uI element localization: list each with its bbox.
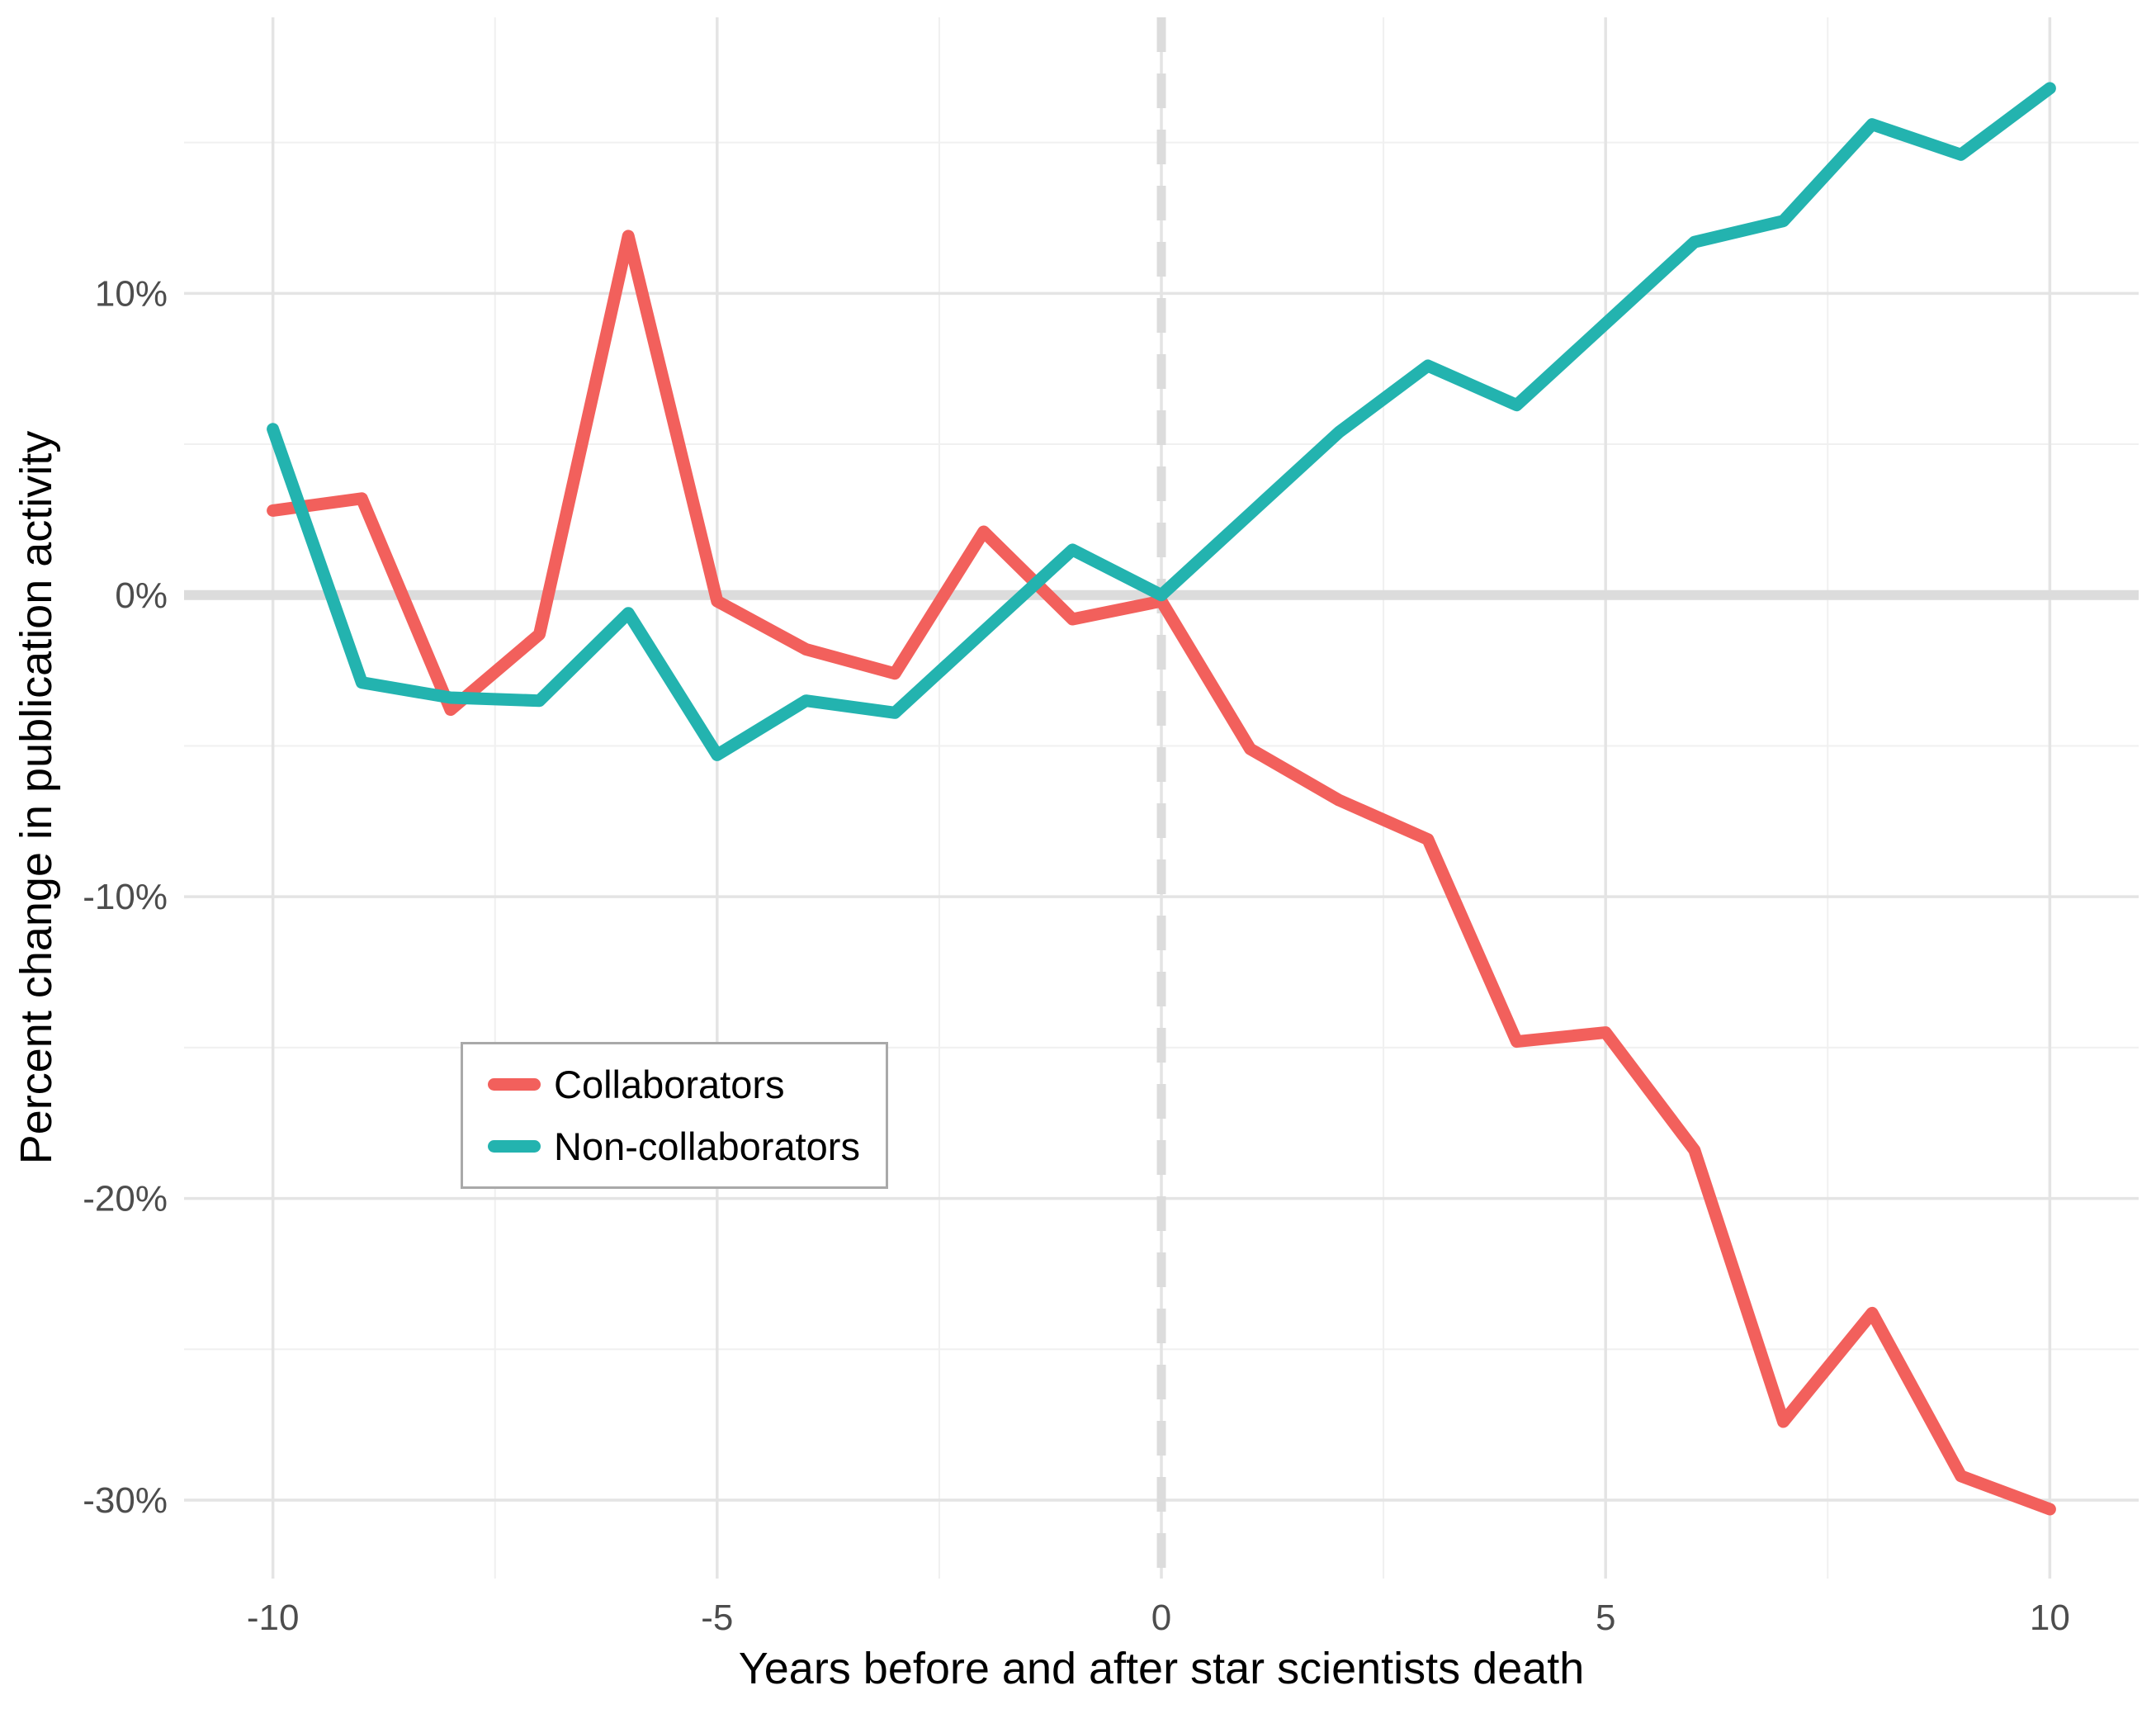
legend: Collaborators Non-collaborators [461, 1042, 888, 1189]
x-tick-label: 10 [2030, 1598, 2070, 1638]
x-tick-label: 0 [1151, 1598, 1171, 1638]
x-tick-label: -5 [701, 1598, 733, 1638]
legend-label-non-collaborators: Non-collaborators [554, 1124, 860, 1168]
y-tick-label: -20% [83, 1179, 168, 1219]
non-collaborators-line-swatch-icon [488, 1140, 541, 1153]
legend-item-collaborators: Collaborators [488, 1065, 886, 1104]
y-tick-label: -30% [83, 1480, 168, 1521]
y-tick-label: -10% [83, 877, 168, 917]
legend-item-non-collaborators: Non-collaborators [488, 1127, 886, 1166]
x-axis-title: Years before and after star scientists d… [738, 1644, 1585, 1693]
collaborators-line-swatch-icon [488, 1078, 541, 1091]
y-tick-label: 0% [115, 575, 168, 616]
x-tick-label: -10 [247, 1598, 300, 1638]
series-line-non-collaborators [267, 82, 2056, 761]
y-axis-title: Percent change in publication activity [12, 430, 61, 1165]
x-tick-label: 5 [1596, 1598, 1615, 1638]
legend-label-collaborators: Collaborators [554, 1063, 785, 1106]
y-tick-label: 10% [95, 273, 168, 314]
